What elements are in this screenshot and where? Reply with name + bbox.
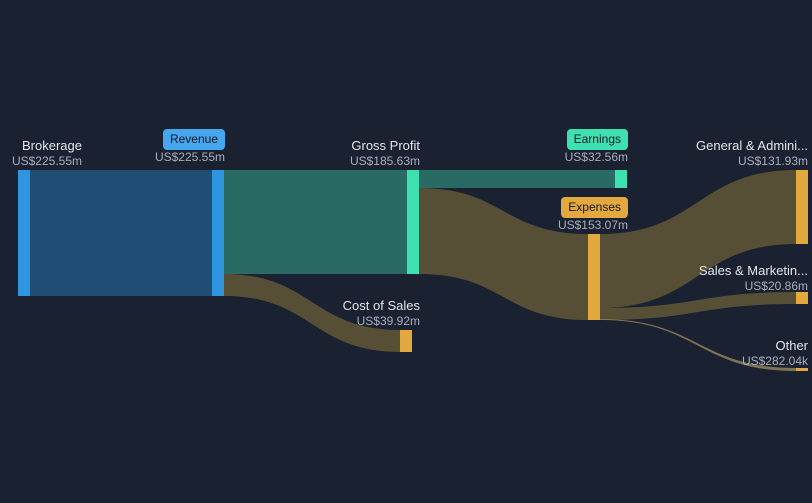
node-earnings[interactable] [615,170,627,188]
badge-expenses: Expenses [561,197,628,218]
label-cost_of_sales-value: US$39.92m [0,314,420,329]
label-sales_mkt: Sales & Marketin...US$20.86m [0,263,808,294]
label-other-title: Other [0,338,808,354]
sankey-svg [0,0,812,503]
label-expenses: ExpensesUS$153.07m [0,197,628,233]
label-sales_mkt-value: US$20.86m [0,279,808,294]
node-gen_admin[interactable] [796,170,808,244]
label-expenses-title: Expenses [0,197,628,218]
sankey-chart: BrokerageUS$225.55mRevenueUS$225.55mGros… [0,0,812,503]
label-expenses-value: US$153.07m [0,218,628,233]
label-other-value: US$282.04k [0,354,808,369]
label-sales_mkt-title: Sales & Marketin... [0,263,808,279]
label-gen_admin-title: General & Admini... [0,138,808,154]
label-cost_of_sales-title: Cost of Sales [0,298,420,314]
label-cost_of_sales: Cost of SalesUS$39.92m [0,298,420,329]
label-gen_admin: General & Admini...US$131.93m [0,138,808,169]
link-gross_profit-earnings [419,170,615,188]
label-gen_admin-value: US$131.93m [0,154,808,169]
label-other: OtherUS$282.04k [0,338,808,369]
